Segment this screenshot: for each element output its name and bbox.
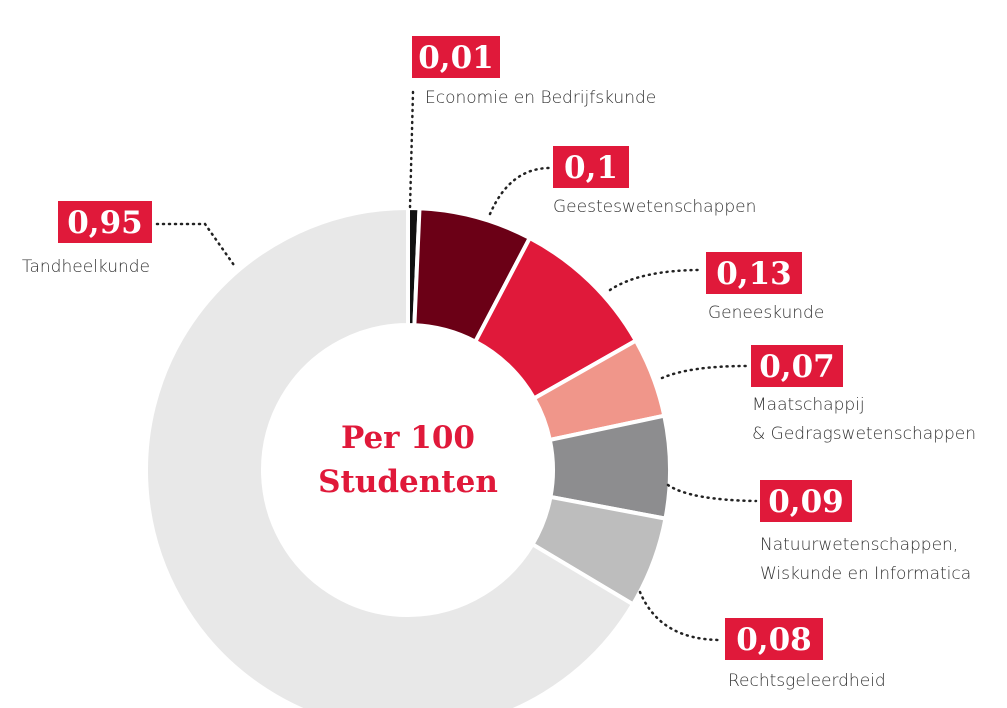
category-label-line: Wiskunde en Informatica [760,564,971,584]
leader-line [660,364,749,380]
category-label-line: Geesteswetenschappen [553,197,756,217]
category-label-line: Geneeskunde [708,303,824,323]
value-box [553,146,629,188]
leader-line [155,222,238,270]
value-label: 0,08 [736,622,812,658]
value-label: 0,09 [768,484,844,520]
center-label: Per 100 Studenten [318,420,498,500]
value-label: 0,13 [716,256,792,292]
category-label-line: Rechtsgeleerdheid [728,671,886,691]
leader-line [408,90,415,210]
value-box [706,252,802,294]
value-label: 0,1 [564,150,618,186]
category-label: Geneeskunde [708,303,824,323]
category-label: Tandheelkunde [22,257,150,277]
category-label-line: Natuurwetenschappen, [760,535,958,555]
value-label: 0,01 [418,40,494,76]
value-label: 0,95 [67,205,143,241]
value-box [760,480,852,522]
category-label-line: Tandheelkunde [22,257,150,277]
leader-line [608,268,704,292]
category-label: Geesteswetenschappen [553,197,756,217]
category-label: Maatschappij & Gedragswetenschappen [752,395,976,444]
donut-segment [144,205,636,708]
center-label-line: Studenten [318,464,498,500]
category-label-line: & Gedragswetenschappen [752,424,976,444]
category-label: Economie en Bedrijfskunde [425,88,656,108]
category-label-line: Economie en Bedrijfskunde [425,88,656,108]
category-label: Rechtsgeleerdheid [728,671,886,691]
value-box [412,36,500,78]
leader-line [666,483,758,503]
value-box [725,618,823,660]
center-label-line: Per 100 [341,420,475,456]
value-box [751,345,843,387]
category-label-line: Maatschappij [752,395,865,415]
value-box [58,201,152,243]
leader-line [638,590,723,642]
leader-line [488,166,552,216]
category-label: Natuurwetenschappen, Wiskunde en Informat… [760,535,971,584]
value-label: 0,07 [759,349,835,385]
